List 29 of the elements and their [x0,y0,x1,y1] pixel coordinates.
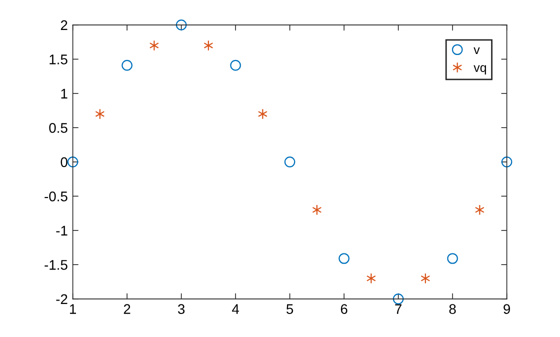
y-tick-label: 0 [60,157,68,168]
x-tick-label: 5 [286,304,294,314]
y-tick-label: 2 [60,20,68,30]
point [230,60,241,71]
y-tick-label: 1 [61,88,68,98]
point [176,20,187,30]
y-tick-label: 1.5 [50,54,68,64]
y-tick-label: 0.5 [49,123,68,133]
y-tick-label: -1 [56,226,68,236]
point [338,253,350,264]
y-tick-label: -2 [56,294,68,304]
y-tick-label: -0.5 [44,192,68,202]
x-tick-label: 4 [232,304,240,314]
point [447,253,458,264]
y-tick-label: -1.5 [44,260,68,270]
x-tick-label: 9 [504,304,510,314]
x-tick-label: 8 [449,304,456,314]
x-tick-label: 6 [340,304,348,314]
legend-label: v [474,47,480,54]
point [392,294,404,304]
point [122,60,132,71]
x-tick-label: 7 [395,304,402,314]
point [284,156,296,168]
x-tick-label: 1 [70,304,76,314]
point [501,156,512,168]
legend-label: vq [474,65,486,74]
x-tick-label: 2 [124,304,130,314]
x-tick-label: 3 [178,304,185,314]
point [67,156,78,168]
